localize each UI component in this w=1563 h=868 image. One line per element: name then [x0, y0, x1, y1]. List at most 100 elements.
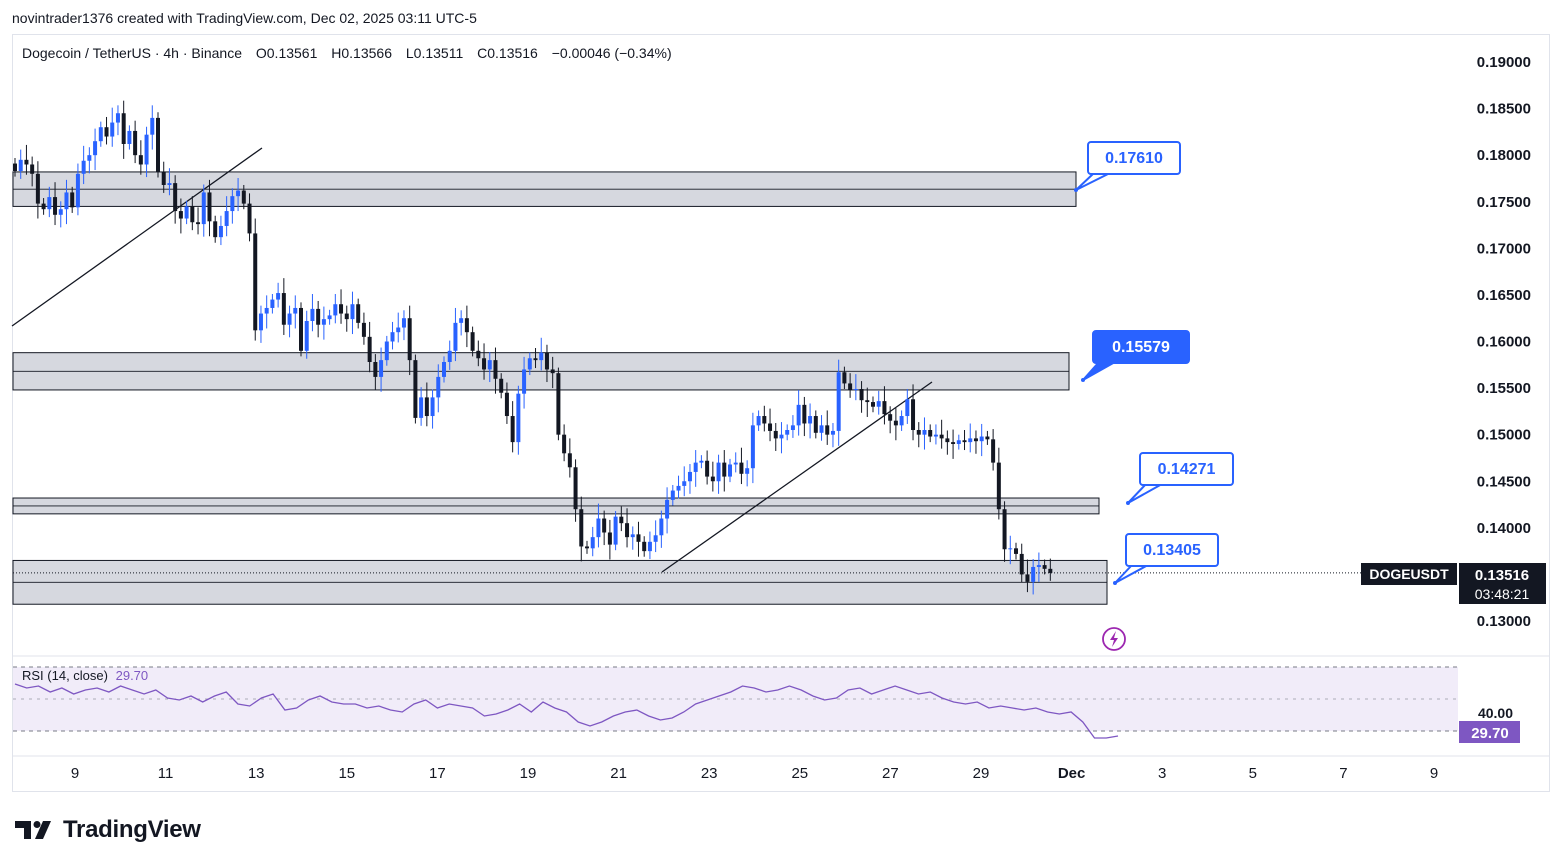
candle-body [951, 442, 956, 444]
candle-body [373, 361, 378, 377]
candle-body [87, 155, 92, 161]
candle-body [470, 332, 475, 351]
candle-body [899, 416, 904, 426]
candle-body [687, 471, 692, 482]
candle-body [739, 462, 744, 474]
candle-body [733, 462, 738, 465]
time-tick-label: 7 [1339, 765, 1347, 782]
candle-body [367, 336, 372, 362]
candle-body [333, 304, 338, 316]
time-tick-label: 5 [1249, 765, 1257, 782]
trendline [11, 147, 263, 327]
rsi-legend[interactable]: RSI (14, close) 29.70 [22, 668, 148, 683]
candle-body [53, 197, 58, 215]
candle-body [310, 308, 315, 322]
price-callout [1125, 533, 1219, 567]
time-tick-label: 17 [429, 765, 446, 782]
candle-body [779, 434, 784, 439]
candle-body [756, 416, 761, 426]
price-tick-label: 0.17000 [1477, 240, 1531, 257]
price-axis: 0.19000 0.18500 0.18000 0.17500 0.17000 0.165… [1102, 54, 1546, 651]
price-tick-label: 0.16500 [1477, 287, 1531, 304]
candle-body [264, 307, 269, 314]
callout-label: 0.13405 [1143, 542, 1201, 559]
candle-body [482, 358, 487, 370]
candle-body [590, 537, 595, 549]
candle-body [361, 322, 366, 337]
rsi-value-tag-label: 29.70 [1471, 725, 1509, 742]
candle-body [344, 313, 349, 320]
candle-body [98, 127, 103, 142]
open-value: O0.13561 [255, 45, 318, 61]
candle-body [93, 141, 98, 156]
candle-body [888, 414, 893, 421]
candle-body [647, 541, 652, 552]
time-tick-label: 9 [1430, 765, 1438, 782]
rsi-tick-label: 40.00 [1478, 705, 1513, 721]
candle-body [728, 464, 732, 477]
candle-body [533, 358, 538, 361]
candle-body [379, 360, 384, 377]
symbol-legend[interactable]: Dogecoin / TetherUS · 4h · Binance O0.13… [22, 45, 682, 61]
price-tick-label: 0.17500 [1477, 194, 1531, 211]
rsi-label: RSI (14, close) [22, 668, 108, 683]
candle-body [299, 307, 303, 351]
candle-body [516, 393, 521, 443]
candle-body [127, 130, 132, 144]
candle-body [842, 372, 847, 384]
callout-pointer [1075, 172, 1111, 191]
candle-body [1025, 574, 1030, 582]
candle-body [830, 430, 835, 435]
callout-label: 0.14271 [1158, 461, 1216, 478]
candle-body [224, 211, 229, 226]
time-tick-label: 15 [338, 765, 355, 782]
tradingview-logo[interactable]: TradingView [15, 816, 201, 844]
candle-body [968, 438, 973, 443]
candle-body [544, 352, 549, 370]
candle-body [836, 372, 841, 431]
callout-anchor [1081, 378, 1085, 382]
candle-body [750, 425, 755, 469]
candle-body [253, 233, 258, 331]
candle-body [813, 416, 818, 433]
candle-body [602, 518, 607, 533]
candle-body [196, 222, 201, 225]
candle-body [710, 476, 715, 482]
candle-body [115, 113, 120, 123]
candle-body [991, 439, 996, 463]
candle-body [562, 434, 567, 454]
callout-label: 0.15579 [1112, 339, 1170, 356]
high-value: H0.13566 [331, 45, 392, 61]
time-tick-label: 21 [610, 765, 627, 782]
low-value: L0.13511 [405, 45, 464, 61]
candle-body [596, 518, 601, 538]
candle-body [104, 127, 109, 137]
candle-body [35, 173, 40, 204]
candle-body [276, 293, 281, 300]
candle-body [653, 535, 658, 542]
candle-body [625, 523, 630, 538]
callout-pointer [1127, 483, 1163, 504]
price-callout [1139, 452, 1234, 486]
candle-body [550, 369, 555, 374]
candle-body [173, 183, 178, 212]
candle-body [882, 401, 887, 415]
candle-body [962, 440, 967, 443]
candle-body [41, 203, 46, 210]
candle-body [773, 430, 778, 439]
candle-body [207, 192, 212, 222]
time-tick-label: 25 [791, 765, 808, 782]
candle-body [1031, 566, 1036, 582]
candle-body [436, 376, 441, 398]
lightning-bolt-icon [1110, 631, 1118, 647]
rsi-line [14, 683, 1119, 739]
candle-body [979, 436, 984, 442]
candle-body [619, 516, 624, 524]
candle-body [144, 134, 149, 165]
candle-body [636, 534, 641, 542]
candle-body [247, 203, 252, 234]
candle-body [413, 360, 418, 418]
candle-body [956, 440, 961, 444]
trendlines-layer [11, 147, 933, 573]
